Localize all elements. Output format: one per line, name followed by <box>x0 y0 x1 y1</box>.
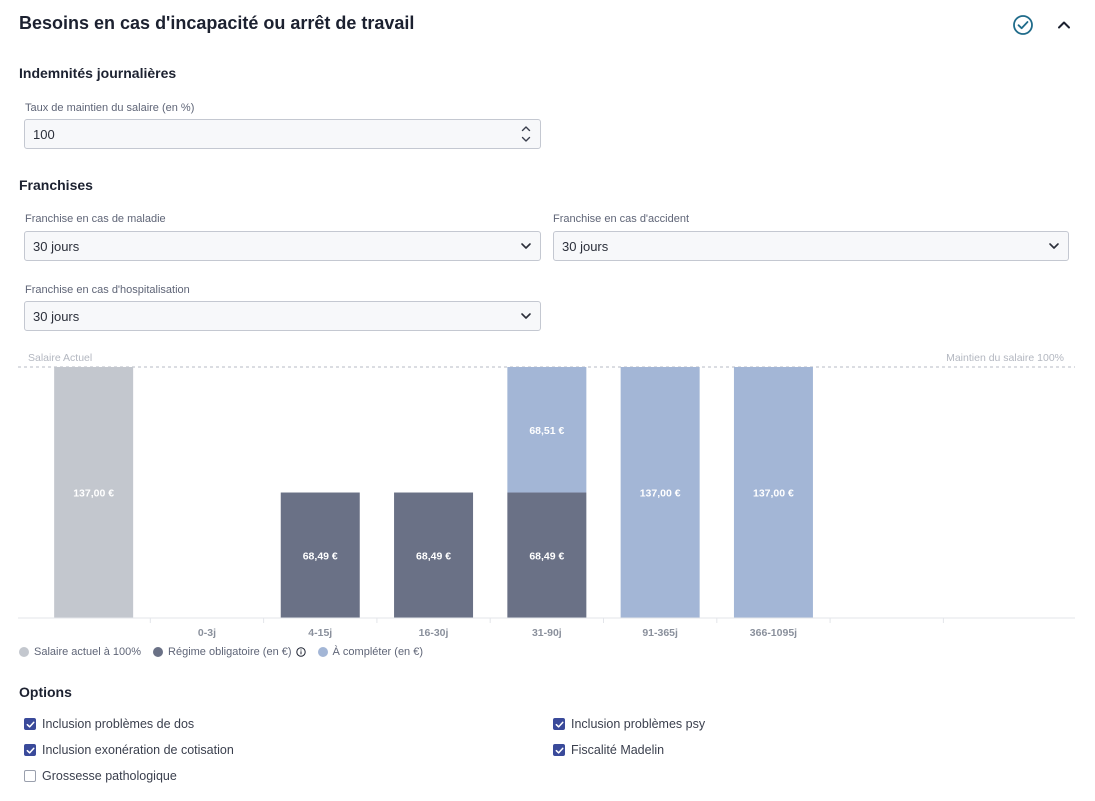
taux-value: 100 <box>33 126 55 142</box>
x-tick-label: 16-30j <box>419 627 449 639</box>
section-header: Besoins en cas d'incapacité ou arrêt de … <box>0 0 1095 50</box>
legend-label: À compléter (en €) <box>332 646 424 658</box>
checkmark-icon <box>26 721 35 728</box>
bar-data-label: 68,49 € <box>529 550 564 562</box>
check-circle-icon[interactable] <box>1012 14 1034 36</box>
chart-bar <box>394 492 474 618</box>
bar-data-label: 137,00 € <box>640 488 681 500</box>
x-tick-label: 31-90j <box>532 627 562 639</box>
chart-bar <box>280 492 360 618</box>
franchise-maladie-select[interactable]: 30 jours <box>24 231 541 261</box>
legend-label: Régime obligatoire (en €) <box>168 646 292 658</box>
option-label: Grossesse pathologique <box>42 769 177 783</box>
checkbox[interactable] <box>24 770 36 782</box>
chart-bar <box>507 367 587 493</box>
chart-bar <box>507 492 587 618</box>
legend-item-regime: Régime obligatoire (en €) <box>153 646 306 658</box>
legend-label: Salaire actuel à 100% <box>34 646 142 658</box>
bar-data-label: 68,51 € <box>529 425 564 437</box>
chevron-down-icon <box>1049 243 1059 249</box>
chevron-down-icon <box>521 313 531 319</box>
checkbox[interactable] <box>553 718 565 730</box>
franchise-maladie-label: Franchise en cas de maladie <box>25 213 166 225</box>
legend-item-salaire: Salaire actuel à 100% <box>19 646 141 658</box>
option-madelin[interactable]: Fiscalité Madelin <box>553 743 664 757</box>
chart-right-label: Maintien du salaire 100% <box>946 352 1064 364</box>
option-grossesse[interactable]: Grossesse pathologique <box>24 769 177 783</box>
checkmark-icon <box>26 747 35 754</box>
option-psy[interactable]: Inclusion problèmes psy <box>553 717 705 731</box>
legend-item-completer: À compléter (en €) <box>317 646 424 658</box>
info-icon[interactable] <box>295 647 306 657</box>
option-label: Inclusion problèmes de dos <box>42 717 195 731</box>
chart-svg: Salaire Actuel Maintien du salaire 100% 13… <box>18 352 1075 639</box>
franchise-maladie-value: 30 jours <box>33 238 80 254</box>
chart-bar <box>620 367 700 618</box>
legend-dot <box>19 647 29 657</box>
franchise-hospitalisation-select[interactable]: 30 jours <box>24 301 541 331</box>
options-heading: Options <box>19 684 72 700</box>
x-tick-label: 366-1095j <box>750 627 797 639</box>
franchise-accident-select[interactable]: 30 jours <box>553 231 1069 261</box>
checkbox[interactable] <box>24 744 36 756</box>
checkmark-icon <box>555 721 564 728</box>
franchise-accident-value: 30 jours <box>562 238 609 254</box>
chevron-down-icon <box>521 243 531 249</box>
page-title: Besoins en cas d'incapacité ou arrêt de … <box>19 13 415 33</box>
option-dos[interactable]: Inclusion problèmes de dos <box>24 717 194 731</box>
option-exoneration[interactable]: Inclusion exonération de cotisation <box>24 743 234 757</box>
x-tick-label: 0-3j <box>198 627 216 639</box>
x-tick-label: 4-15j <box>308 627 332 639</box>
checkbox[interactable] <box>553 744 565 756</box>
bar-data-label: 68,49 € <box>303 550 338 562</box>
option-label: Fiscalité Madelin <box>571 743 665 757</box>
bar-data-label: 137,00 € <box>753 488 794 500</box>
salary-chart: Salaire Actuel Maintien du salaire 100% 13… <box>0 345 1095 665</box>
bar-data-label: 68,49 € <box>416 550 451 562</box>
bar-data-label: 137,00 € <box>73 488 114 500</box>
legend-dot <box>317 647 328 657</box>
stepper-icon[interactable] <box>520 123 532 145</box>
chevron-up-icon[interactable] <box>1055 16 1073 34</box>
chart-bar <box>733 367 813 618</box>
franchise-hospitalisation-value: 30 jours <box>33 308 80 324</box>
checkbox[interactable] <box>24 718 36 730</box>
franchises-heading: Franchises <box>19 177 93 193</box>
indemnites-heading: Indemnités journalières <box>19 65 177 81</box>
option-label: Inclusion exonération de cotisation <box>42 743 234 757</box>
chart-left-label: Salaire Actuel <box>28 352 92 364</box>
franchise-accident-label: Franchise en cas d'accident <box>553 213 690 225</box>
franchise-hospitalisation-label: Franchise en cas d'hospitalisation <box>25 284 190 296</box>
checkmark-icon <box>555 747 564 754</box>
option-label: Inclusion problèmes psy <box>571 717 706 731</box>
taux-label: Taux de maintien du salaire (en %) <box>25 102 195 114</box>
chart-bar <box>54 367 134 618</box>
x-tick-label: 91-365j <box>642 627 678 639</box>
legend-dot <box>153 647 164 657</box>
taux-input[interactable]: 100 <box>24 119 541 149</box>
chart-legend: Salaire actuel à 100% Régime obligatoire… <box>19 646 435 658</box>
